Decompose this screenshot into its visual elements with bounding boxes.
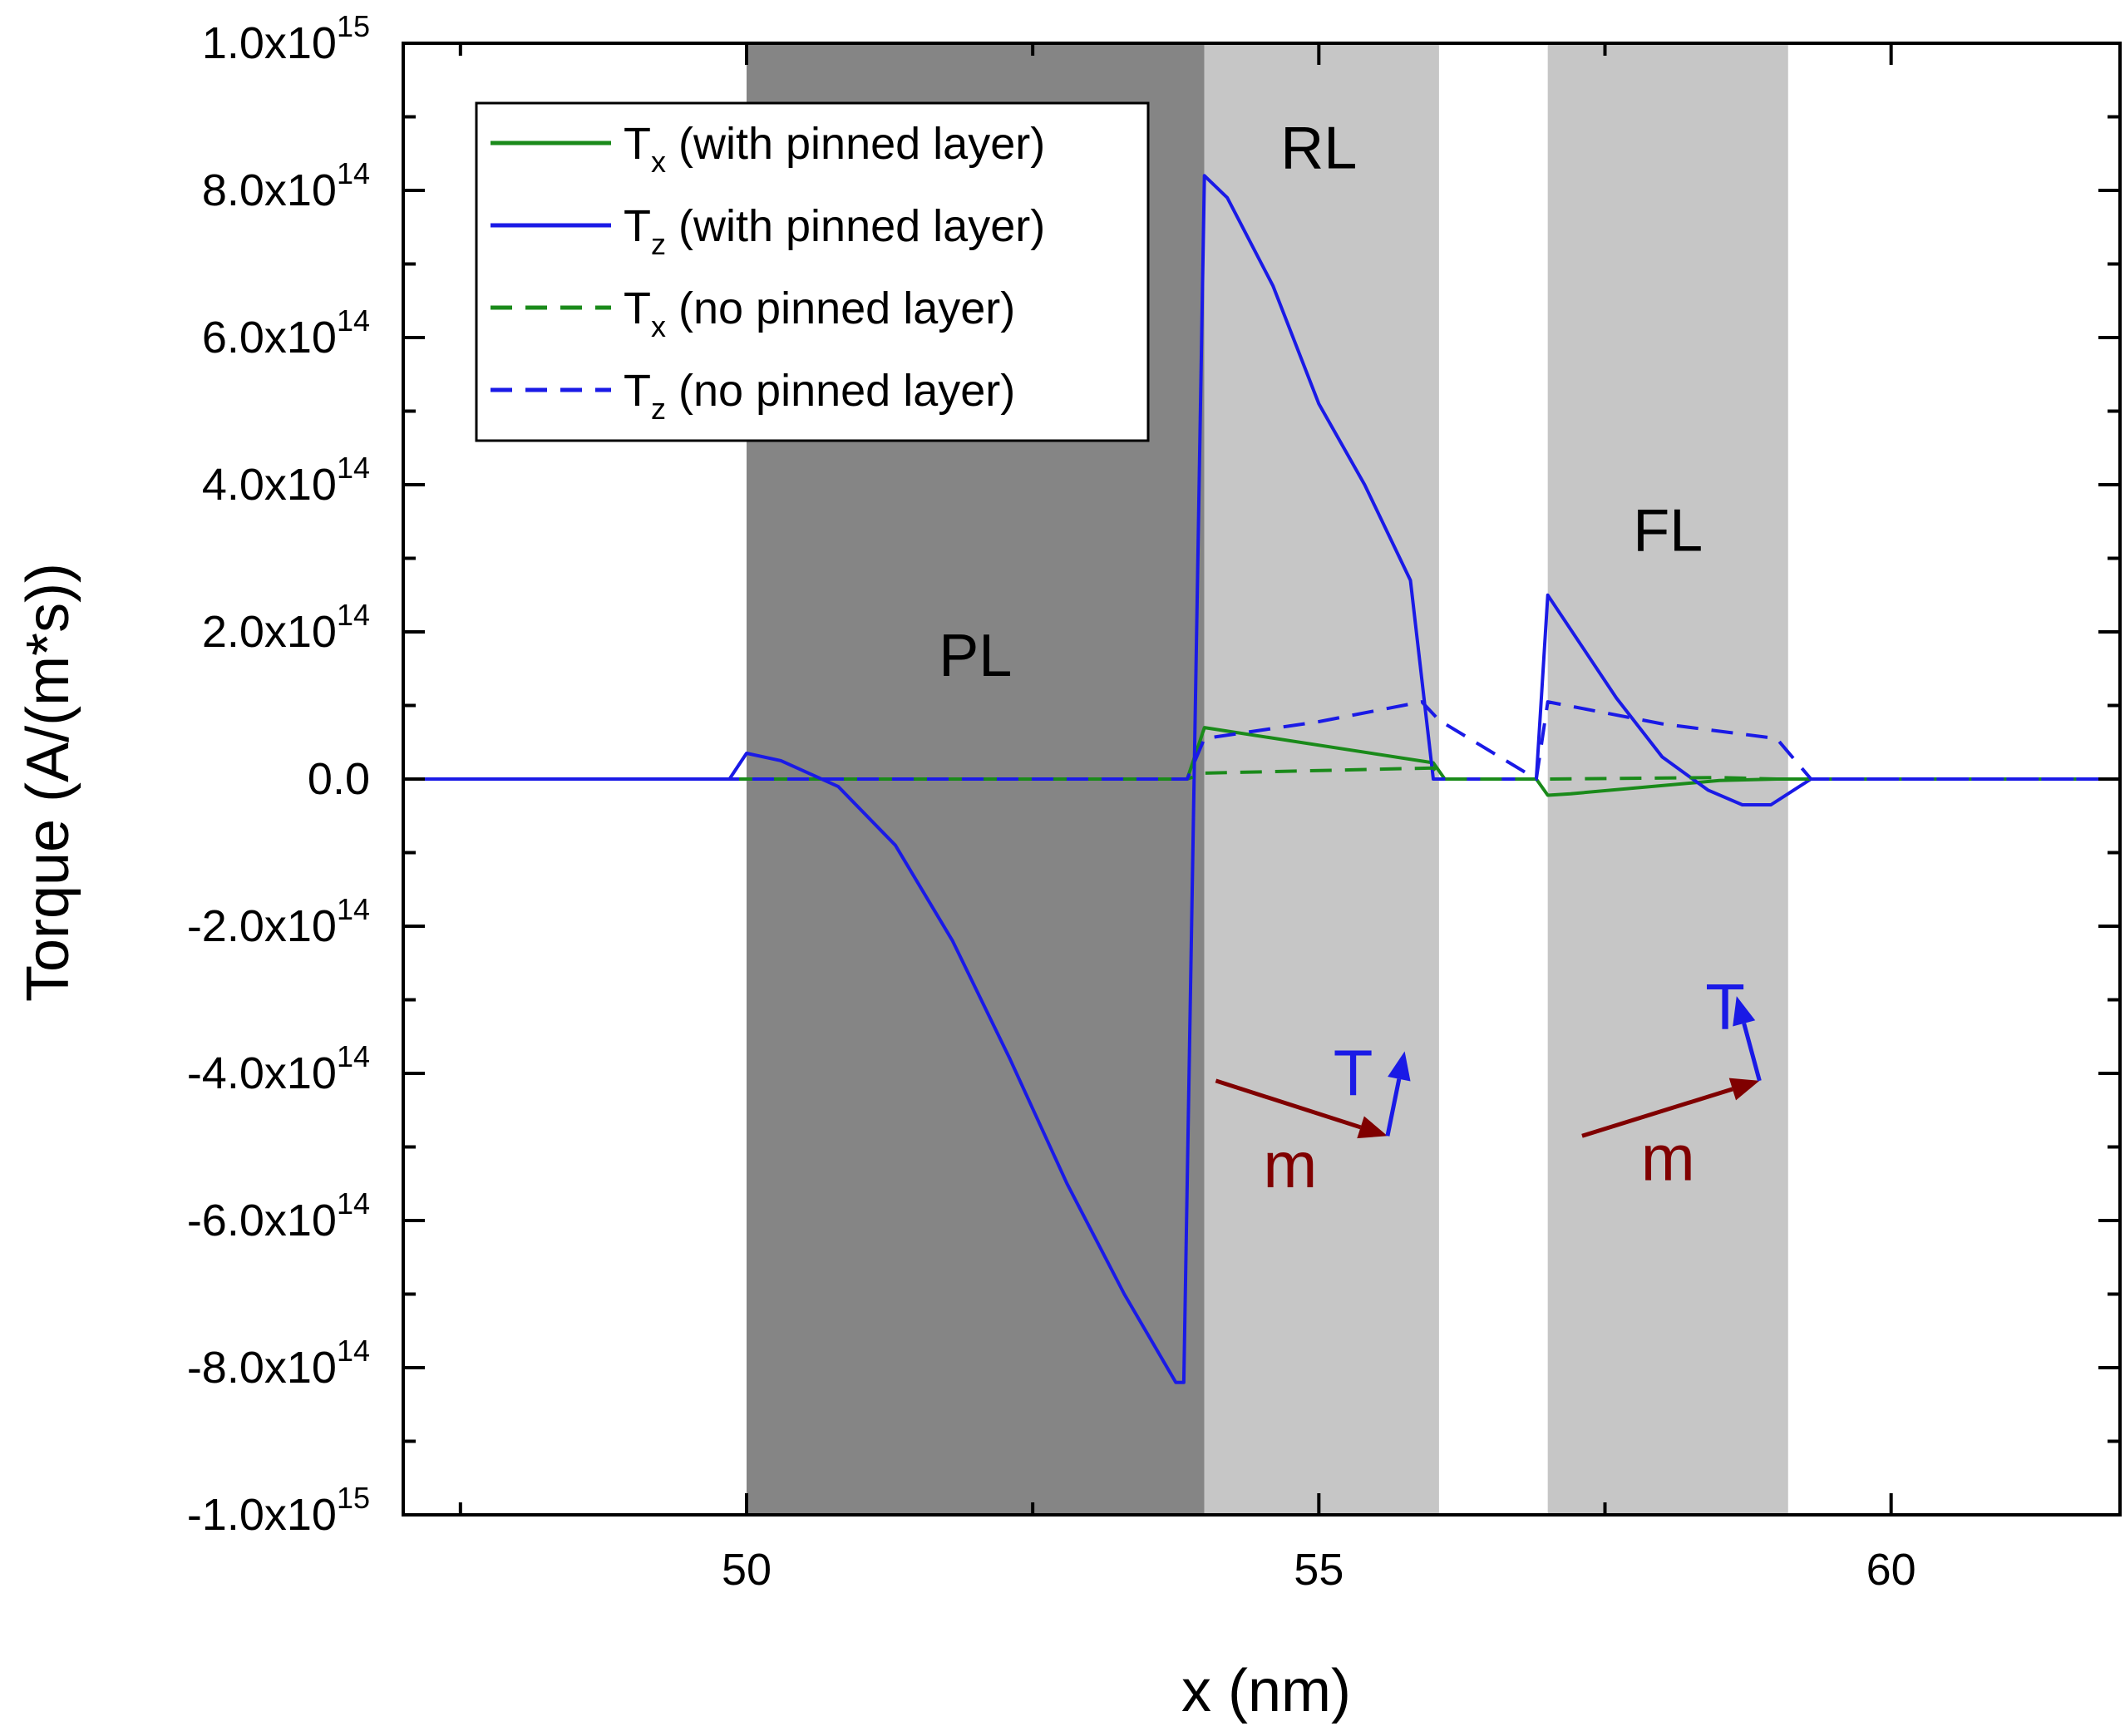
data-series [403, 174, 2120, 1384]
x-axis-ticks: 50 55 60 [458, 43, 1916, 1595]
y-tick-label: 6.0x1014 [202, 303, 370, 362]
y-tick-label: -2.0x1014 [187, 892, 370, 951]
t-arrow-fl-shaft [1742, 1023, 1762, 1082]
legend-text: (no pinned layer) [666, 284, 1015, 333]
series-line-0 [403, 726, 2120, 797]
y-tick-label: -6.0x1014 [187, 1186, 370, 1245]
y-tick-label: 4.0x1014 [202, 451, 370, 510]
region-rl [1204, 43, 1439, 1515]
y-tick-label: -1.0x1015 [187, 1481, 370, 1540]
y-tick-label: 0.0 [308, 754, 370, 804]
legend-subscript: z [651, 227, 666, 261]
y-tick-mantissa: -6.0x10 [187, 1196, 337, 1245]
y-tick-exponent: 14 [337, 892, 370, 926]
legend-entry-1: Tz (with pinned layer) [624, 201, 1045, 261]
t-label-rl: T [1334, 1037, 1373, 1110]
m-label-rl: m [1263, 1128, 1317, 1201]
m-arrow-fl-head [1728, 1078, 1760, 1101]
legend-subscript: x [651, 145, 666, 179]
t-label-fl: T [1705, 970, 1745, 1043]
y-tick-mantissa: 1.0x10 [202, 18, 337, 68]
layer-region-labels: PL RL FL [939, 115, 1703, 689]
legend-symbol: T [624, 284, 651, 333]
series-line-3 [403, 700, 2120, 781]
y-tick-label: 2.0x1014 [202, 598, 370, 657]
y-tick-label: -4.0x1014 [187, 1039, 370, 1098]
y-tick-exponent: 14 [337, 1186, 370, 1221]
t-arrow-rl [1385, 1051, 1411, 1137]
y-tick-mantissa: 2.0x10 [202, 607, 337, 657]
y-tick-exponent: 14 [337, 1039, 370, 1073]
legend-subscript: z [651, 392, 666, 426]
y-tick-exponent: 15 [337, 9, 370, 43]
t-arrow-rl-shaft [1385, 1078, 1402, 1137]
series-line-1 [403, 174, 2120, 1384]
legend-entry-2: Tx (no pinned layer) [624, 284, 1015, 343]
legend-text: (with pinned layer) [666, 119, 1045, 169]
legend: Tx (with pinned layer)Tz (with pinned la… [475, 101, 1150, 442]
legend-box [475, 101, 1150, 442]
legend-subscript: x [651, 309, 666, 343]
y-tick-mantissa: 8.0x10 [202, 165, 337, 215]
x-axis-label: x (nm) [1181, 1658, 1351, 1724]
m-label-fl: m [1641, 1121, 1695, 1194]
region-label-rl: RL [1280, 115, 1357, 181]
legend-symbol: T [624, 119, 651, 169]
y-tick-mantissa: 6.0x10 [202, 313, 337, 362]
y-tick-label: -8.0x1014 [187, 1334, 370, 1393]
t-arrow-rl-head [1388, 1051, 1411, 1082]
m-arrow-fl-shaft [1581, 1087, 1733, 1138]
region-label-pl: PL [939, 623, 1012, 689]
y-tick-mantissa: -8.0x10 [187, 1343, 337, 1393]
m-arrow-rl [1215, 1078, 1388, 1139]
legend-symbol: T [624, 201, 651, 251]
y-tick-exponent: 14 [337, 156, 370, 190]
y-tick-exponent: 14 [337, 598, 370, 632]
y-tick-exponent: 14 [337, 451, 370, 485]
m-arrow-rl-head [1357, 1116, 1388, 1139]
region-label-fl: FL [1633, 498, 1703, 565]
y-tick-label: 1.0x1015 [202, 9, 370, 68]
y-tick-label: 8.0x1014 [202, 156, 370, 215]
y-tick-exponent: 14 [337, 1334, 370, 1368]
y-tick-exponent: 14 [337, 303, 370, 338]
y-tick-mantissa: -4.0x10 [187, 1048, 337, 1098]
legend-entry-3: Tz (no pinned layer) [624, 366, 1015, 426]
legend-text: (with pinned layer) [666, 201, 1045, 251]
y-axis-ticks: 1.0x10158.0x10146.0x10144.0x10142.0x1014… [187, 9, 2120, 1540]
y-tick-mantissa: 0.0 [308, 754, 370, 804]
legend-text: (no pinned layer) [666, 366, 1015, 416]
y-tick-mantissa: -2.0x10 [187, 901, 337, 951]
y-tick-mantissa: 4.0x10 [202, 460, 337, 510]
x-tick-label: 60 [1866, 1545, 1916, 1595]
m-arrow-rl-shaft [1215, 1078, 1362, 1130]
legend-symbol: T [624, 366, 651, 416]
x-tick-label: 50 [722, 1545, 772, 1595]
t-arrow-fl-head [1733, 996, 1756, 1027]
m-arrow-fl [1581, 1078, 1760, 1138]
y-axis-label: Torque (A/(m*s)) [15, 563, 81, 1002]
x-tick-label: 55 [1294, 1545, 1344, 1595]
y-tick-mantissa: -1.0x10 [187, 1490, 337, 1540]
legend-entry-0: Tx (with pinned layer) [624, 119, 1045, 179]
t-arrow-fl [1733, 996, 1762, 1082]
y-tick-exponent: 15 [337, 1481, 370, 1515]
